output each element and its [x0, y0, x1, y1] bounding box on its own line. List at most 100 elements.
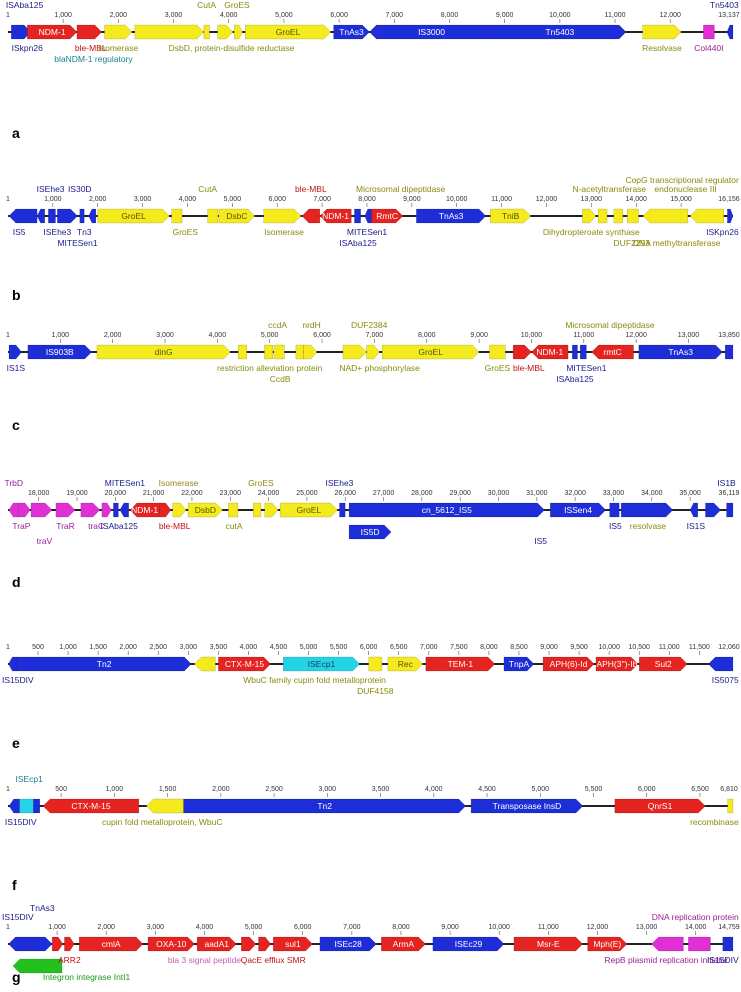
panel-g: 1,000 2,000 3,000 4,000 5,000 6,000 7,000 8,000…: [2, 903, 740, 985]
tick-label: 10,000: [598, 644, 620, 651]
gene-arrow: [382, 344, 480, 360]
gene-arrow: [727, 798, 734, 814]
gene-arrow: [228, 502, 239, 518]
tick-label: 7,000: [343, 924, 361, 931]
tick-label: 6,500: [390, 644, 408, 651]
gene-label: NDM-1: [536, 347, 563, 357]
gene-arrow: [104, 24, 133, 40]
gene-arrow: [26, 936, 53, 952]
panel-letter: b: [12, 287, 21, 303]
feature-annotation: cupin fold metalloprotein, WbuC: [102, 817, 222, 827]
tick-label: 25,000: [296, 490, 318, 497]
feature-annotation: ble-MBL: [75, 43, 107, 53]
feature-annotation: GroES: [172, 227, 198, 237]
gene-arrow: [703, 24, 715, 40]
gene-arrow: [614, 798, 706, 814]
feature-annotation: CopG transcriptional regulator: [625, 175, 739, 185]
panel-letter: a: [12, 125, 20, 141]
gene-label: Tn2: [97, 659, 112, 669]
gene-arrow: [42, 798, 140, 814]
gene-arrow: [303, 344, 318, 360]
feature-annotation: DUF2293: [614, 238, 651, 248]
tick-label: 35,000: [679, 490, 701, 497]
gene-arrow: [689, 208, 725, 224]
tick-label: 8,500: [510, 644, 528, 651]
tick-label: 7,000: [313, 196, 331, 203]
tick-label: 22,000: [181, 490, 203, 497]
gene-label: Tn2: [317, 801, 332, 811]
gene-arrow: [147, 936, 195, 952]
gene-arrow: [196, 936, 237, 952]
feature-annotation: QacE efflux SMR: [241, 955, 306, 965]
gene-arrow: [187, 502, 223, 518]
gene-arrow: [16, 656, 192, 672]
gene-arrow: [333, 24, 370, 40]
tick-label: 4,000: [179, 196, 197, 203]
tick-label: 4,000: [196, 924, 214, 931]
gene-arrow: [620, 502, 674, 518]
feature-annotation: IS5: [13, 227, 26, 237]
feature-annotation: Dihydropteroate synthase: [543, 227, 640, 237]
feature-annotation: ble-MBL: [159, 521, 191, 531]
gene-arrow: [283, 656, 361, 672]
feature-annotation: recombinase: [690, 817, 739, 827]
gene-label: Mph(E): [593, 939, 621, 949]
gene-arrow: [258, 936, 272, 952]
gene-label: Rec: [398, 659, 414, 669]
gene-arrow: [432, 936, 505, 952]
gene-arrow: [264, 502, 279, 518]
tick-label: 12,000: [536, 196, 558, 203]
tick-label: 14,000: [626, 196, 648, 203]
gene-arrow: [18, 502, 31, 518]
tick-label: 11,000: [491, 196, 512, 203]
tick-label: 8,000: [418, 332, 436, 339]
feature-annotation: GroES: [224, 0, 250, 10]
gene-label: GroEL: [276, 27, 301, 37]
gene-arrow: [241, 936, 257, 952]
feature-annotation: WbuC family cupin fold metalloprotein: [243, 675, 386, 685]
gene-label: ISSen4: [564, 505, 592, 515]
gene-label: IS903B: [46, 347, 74, 357]
feature-annotation: Isomerase: [264, 227, 304, 237]
feature-annotation: IS15DIV: [707, 955, 739, 965]
end-coordinate: 16,156: [718, 196, 740, 203]
gene-arrow: [642, 24, 682, 40]
gene-arrow: [8, 936, 27, 952]
gene-arrow: [12, 958, 63, 974]
tick-label: 10,000: [549, 12, 571, 19]
tick-label: 3,000: [165, 12, 183, 19]
gene-label: APH(6)-Id: [550, 659, 588, 669]
gene-label: Msr-E: [537, 939, 560, 949]
gene-arrow: [207, 208, 219, 224]
tick-label: 9,000: [496, 12, 514, 19]
gene-arrow: [597, 208, 608, 224]
tick-label: 4,000: [209, 332, 227, 339]
feature-annotation: RepB plasmid replication initiator: [604, 955, 728, 965]
tick-label: 8,000: [480, 644, 498, 651]
feature-annotation: IS15DIV: [5, 817, 37, 827]
feature-annotation: MITESen1: [566, 363, 606, 373]
gene-arrow: [591, 344, 634, 360]
gene-arrow: [489, 344, 506, 360]
end-coordinate: 13,137: [718, 12, 740, 19]
tick-label: 3,000: [156, 332, 174, 339]
gene-arrow: [183, 798, 467, 814]
tick-label: 20,000: [105, 490, 127, 497]
gene-label: NDM-1: [322, 211, 349, 221]
feature-annotation: Microsomal dipeptidase: [565, 320, 655, 330]
gene-arrow: [172, 502, 187, 518]
gene-arrow: [368, 656, 383, 672]
panel-f: 500 1,000 1,500 2,000 2,500 3,000 3,500 4,000 4,…: [5, 774, 739, 893]
gene-arrow: [33, 798, 41, 814]
feature-annotation: ISAba125: [100, 521, 138, 531]
tick-label: 7,000: [366, 332, 384, 339]
panel-a: 1,000 2,000 3,000 4,000 5,000 6,000 7,000 8,000…: [6, 0, 740, 141]
feature-annotation: Tn5403: [710, 0, 739, 10]
gene-arrow: [705, 502, 722, 518]
gene-label: TEM-1: [448, 659, 474, 669]
feature-annotation: endonuclease III: [654, 184, 716, 194]
tick-label: 6,000: [330, 12, 348, 19]
tick-label: 10,000: [488, 924, 510, 931]
tick-label: 12,000: [660, 12, 682, 19]
gene-label: ArmA: [393, 939, 415, 949]
